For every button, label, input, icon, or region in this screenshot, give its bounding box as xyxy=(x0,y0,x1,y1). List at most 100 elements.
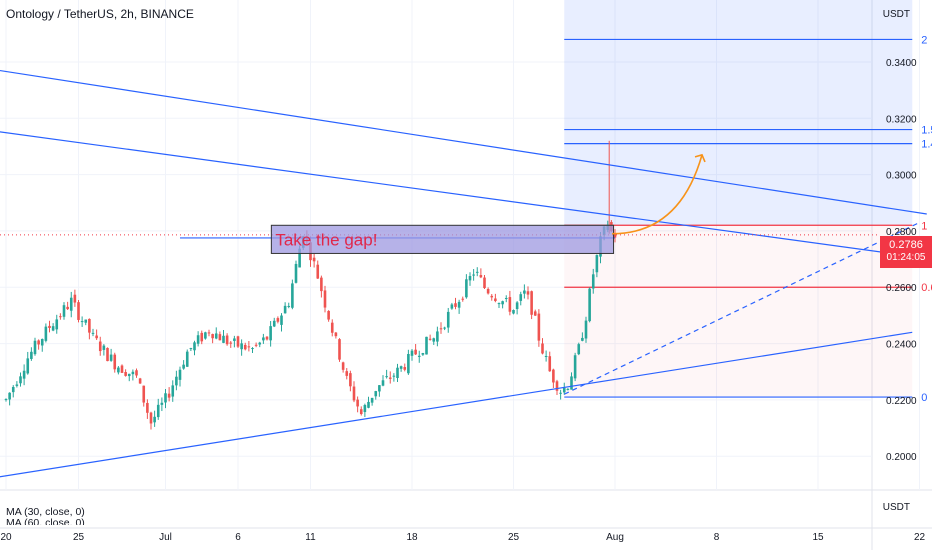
candle-body xyxy=(182,364,185,369)
trendline[interactable] xyxy=(0,127,913,257)
fib-level-label: 0 xyxy=(921,392,927,404)
candle-body xyxy=(243,344,247,350)
candle-body xyxy=(153,416,156,423)
candle-body xyxy=(378,385,381,392)
candle-body xyxy=(446,311,450,328)
candle-body xyxy=(595,255,599,273)
time-axis: 20 25 Jul 6 11 18 25 Aug 8 15 22 xyxy=(0,532,925,543)
trendline[interactable] xyxy=(0,65,927,215)
candle-body xyxy=(577,344,581,355)
candle-body xyxy=(113,354,117,370)
candle-body xyxy=(276,318,280,322)
candle-body xyxy=(581,337,584,341)
time-tick-label: Jul xyxy=(159,532,172,543)
last-price-value: 0.2786 xyxy=(889,239,923,251)
candle-body xyxy=(283,305,287,314)
candle-body xyxy=(338,339,341,360)
price-tick-label: 0.2600 xyxy=(886,283,917,294)
candle-body xyxy=(204,332,207,339)
candle-body xyxy=(298,248,301,268)
gap-annotation-text: Take the gap! xyxy=(275,230,377,249)
candle-body xyxy=(48,325,51,328)
candle-body xyxy=(247,346,251,348)
candle-body xyxy=(475,271,479,273)
time-tick-label: 25 xyxy=(73,532,85,543)
candle-body xyxy=(352,386,356,401)
candle-body xyxy=(222,335,225,343)
candle-body xyxy=(396,367,399,379)
candle-body xyxy=(287,305,291,307)
candle-body xyxy=(254,344,258,346)
candle-body xyxy=(512,310,515,314)
candle-body xyxy=(323,290,327,308)
candle-body xyxy=(185,351,189,367)
candle-body xyxy=(62,305,66,317)
candle-body xyxy=(327,310,330,320)
trendline[interactable] xyxy=(0,331,913,481)
candle-body xyxy=(454,303,457,307)
fibonacci-extension[interactable]: 00.61811.4141.522.272 xyxy=(564,0,932,404)
candle-body xyxy=(189,348,193,350)
projection-arrow-head xyxy=(694,153,706,163)
time-tick-label: 15 xyxy=(812,532,824,543)
candle-body xyxy=(359,409,363,415)
candle-body xyxy=(95,335,98,339)
candle-body xyxy=(77,302,80,320)
price-tick-label: 0.3200 xyxy=(886,114,917,125)
candle-body xyxy=(207,332,211,334)
price-tick-label: 0.2400 xyxy=(886,340,917,351)
candle-body xyxy=(497,303,501,305)
candle-body xyxy=(388,377,392,379)
candle-body xyxy=(30,351,33,359)
price-tick-label: 0.3400 xyxy=(886,58,917,69)
candle-body xyxy=(84,319,88,323)
time-tick-label: 8 xyxy=(714,532,720,543)
candle-body xyxy=(175,376,178,386)
candle-body xyxy=(403,367,407,370)
candle-body xyxy=(4,399,8,401)
indicator-ma30-label[interactable]: MA (30, close, 0) xyxy=(6,506,85,518)
time-tick-label: 6 xyxy=(235,532,241,543)
candle-body xyxy=(566,388,570,390)
candle-body xyxy=(225,335,229,345)
indicator-ma60-label[interactable]: MA (60, close, 0) xyxy=(6,517,85,525)
candle-body xyxy=(544,355,548,357)
dashed-trendline[interactable] xyxy=(563,221,920,395)
candle-body xyxy=(573,355,577,379)
candle-body xyxy=(258,342,262,345)
candle-body xyxy=(410,350,414,356)
candle-body xyxy=(504,298,508,300)
candle-body xyxy=(465,279,468,298)
candle-body xyxy=(537,313,541,341)
projection-arrow[interactable] xyxy=(612,154,703,235)
candle-body xyxy=(443,327,446,329)
candle-body xyxy=(461,298,465,300)
candle-body xyxy=(106,347,109,362)
candle-body xyxy=(349,373,352,387)
candle-body xyxy=(330,322,334,333)
candle-body xyxy=(19,376,22,384)
fib-level-label: 2 xyxy=(921,34,927,46)
candle-body xyxy=(11,387,15,393)
candle-body xyxy=(584,320,588,339)
candle-body xyxy=(385,376,388,378)
price-tick-label: 0.3000 xyxy=(886,171,917,182)
gap-zone-box[interactable] xyxy=(270,224,615,254)
candle-body xyxy=(548,356,552,372)
candle-body xyxy=(40,339,44,346)
candle-body xyxy=(436,331,439,342)
time-tick-label: 25 xyxy=(508,532,520,543)
candle-body xyxy=(591,274,595,289)
candle-body xyxy=(312,257,316,262)
candle-body xyxy=(120,365,124,373)
fib-zone-upper xyxy=(564,0,913,226)
candle-body xyxy=(519,294,523,301)
candle-body xyxy=(439,328,443,330)
candle-body xyxy=(490,295,494,298)
annotations[interactable]: Take the gap! xyxy=(270,153,706,254)
candle-body xyxy=(425,336,428,355)
price-tick-label: 0.2000 xyxy=(886,452,917,463)
candle-body xyxy=(367,401,370,408)
candle-body xyxy=(160,402,164,405)
